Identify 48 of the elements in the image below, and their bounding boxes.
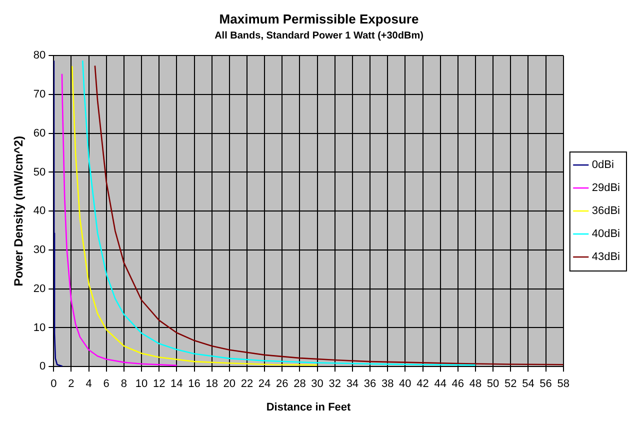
x-tick-label: 44	[434, 378, 446, 390]
y-tick-label: 50	[33, 166, 46, 178]
x-tick-label: 20	[223, 378, 236, 390]
x-tick-label: 32	[328, 378, 341, 390]
x-tick-label: 18	[206, 378, 218, 390]
y-tick-label: 30	[33, 244, 46, 256]
x-tick-label: 24	[258, 378, 271, 390]
x-tick-label: 6	[103, 378, 110, 390]
x-tick-label: 40	[399, 378, 412, 390]
x-tick-label: 16	[188, 378, 200, 390]
x-tick-label: 34	[346, 378, 359, 390]
x-tick-label: 12	[152, 378, 166, 390]
x-tick-label: 0	[50, 378, 57, 390]
legend-label: 43dBi	[592, 251, 620, 264]
y-tick-label: 80	[33, 50, 46, 62]
x-tick-label: 58	[557, 378, 570, 390]
y-tick-label: 60	[33, 127, 46, 140]
legend-label: 36dBi	[592, 205, 620, 218]
y-tick-label: 10	[33, 322, 46, 334]
chart-subtitle: All Bands, Standard Power 1 Watt (+30dBm)	[214, 30, 424, 42]
x-tick-label: 36	[364, 378, 376, 390]
x-tick-label: 14	[170, 378, 183, 390]
x-tick-label: 10	[135, 378, 148, 390]
y-tick-label: 0	[40, 360, 46, 373]
x-tick-label: 46	[452, 378, 464, 390]
y-tick-label: 70	[33, 88, 46, 101]
x-tick-label: 52	[504, 378, 517, 390]
legend-label: 40dBi	[592, 228, 620, 240]
x-tick-label: 22	[240, 378, 254, 390]
x-tick-label: 38	[381, 378, 394, 390]
chart-title: Maximum Permissible Exposure	[219, 11, 419, 26]
y-tick-label: 20	[33, 282, 46, 295]
y-axis-title: Power Density (mW/cm^2)	[12, 136, 26, 286]
x-tick-label: 54	[522, 378, 534, 390]
x-tick-label: 26	[276, 378, 288, 390]
x-tick-label: 2	[68, 378, 74, 390]
x-tick-label: 48	[469, 378, 482, 390]
x-tick-label: 4	[86, 378, 92, 390]
legend-label: 29dBi	[592, 182, 620, 194]
y-tick-label: 40	[33, 205, 46, 218]
x-tick-label: 56	[540, 378, 552, 390]
x-tick-label: 28	[294, 378, 306, 390]
x-axis-title: Distance in Feet	[266, 401, 352, 414]
x-tick-label: 50	[486, 378, 500, 390]
x-tick-label: 8	[120, 378, 128, 390]
x-tick-label: 42	[416, 378, 429, 390]
x-tick-label: 30	[311, 378, 324, 390]
legend-label: 0dBi	[592, 159, 614, 172]
